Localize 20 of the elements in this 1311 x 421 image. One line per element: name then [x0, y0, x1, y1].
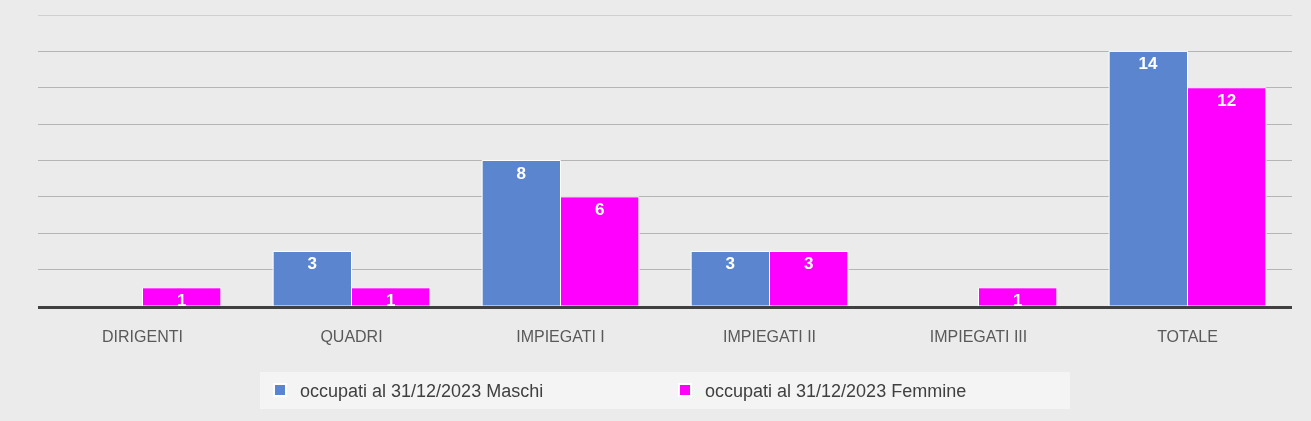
data-label: 3: [803, 254, 814, 274]
data-label: 6: [594, 199, 605, 219]
data-label: 12: [1217, 90, 1237, 110]
x-tick-label: QUADRI: [320, 328, 383, 346]
data-label: 14: [1138, 54, 1159, 74]
data-label: 3: [725, 254, 736, 274]
x-tick-label: IMPIEGATI III: [929, 328, 1028, 346]
legend-label: occupati al 31/12/2023 Femmine: [705, 381, 967, 402]
x-tick-label: DIRIGENTI: [102, 328, 183, 346]
data-label: 8: [516, 163, 527, 183]
x-tick-label: IMPIEGATI I: [516, 328, 605, 346]
legend-label: occupati al 31/12/2023 Maschi: [300, 381, 544, 402]
x-tick-label: TOTALE: [1157, 328, 1218, 346]
data-label: 1: [385, 290, 396, 310]
x-tick-label: IMPIEGATI II: [722, 328, 817, 346]
data-label: 1: [1012, 290, 1023, 310]
data-label: 1: [176, 290, 187, 310]
data-label: 3: [307, 254, 318, 274]
bar: [142, 287, 222, 306]
bar: [978, 287, 1058, 306]
